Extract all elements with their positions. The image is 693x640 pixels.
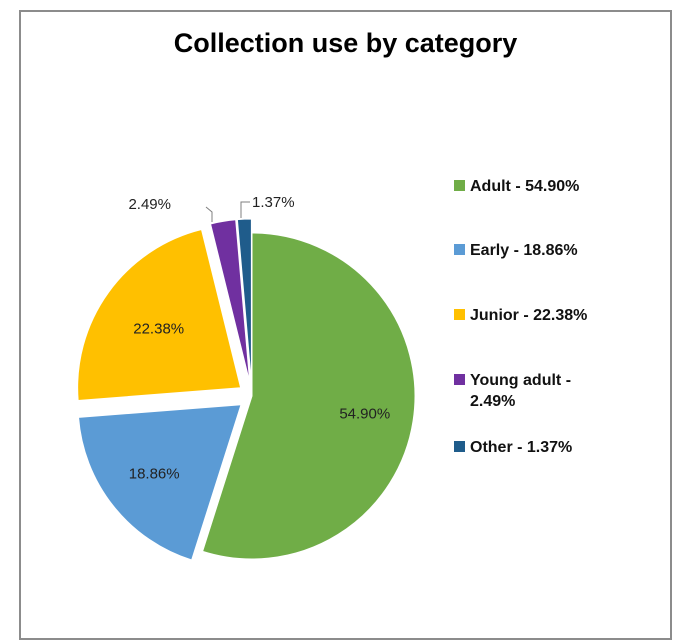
pie-slice-young-adult — [209, 219, 251, 383]
data-label-other: 1.37% — [252, 194, 295, 211]
legend-item-early: Early - 18.86% — [454, 240, 640, 261]
legend-item-young-adult: Young adult - 2.49% — [454, 370, 605, 412]
pie-chart: 54.90% 18.86% 22.38% 2.49% 1.37% — [77, 194, 416, 561]
legend-swatch — [454, 180, 465, 191]
legend-label: Young adult - 2.49% — [470, 372, 572, 410]
legend-swatch — [454, 244, 465, 255]
data-label-junior: 22.38% — [133, 321, 184, 338]
legend-item-other: Other - 1.37% — [454, 437, 640, 458]
chart-title: Collection use by category — [173, 28, 518, 58]
legend-swatch — [454, 309, 465, 320]
legend-label: Early - 18.86% — [470, 242, 578, 259]
legend-swatch — [454, 374, 465, 385]
legend-label: Junior - 22.38% — [470, 307, 588, 324]
pie-slice-early — [77, 404, 242, 561]
data-label-adult: 54.90% — [339, 405, 390, 422]
pie-slice-adult — [201, 232, 416, 560]
legend-item-junior: Junior - 22.38% — [454, 305, 640, 326]
legend-label: Other - 1.37% — [470, 439, 573, 456]
leader-line-other — [240, 201, 250, 218]
legend-item-adult: Adult - 54.90% — [454, 176, 640, 197]
data-label-young-adult: 2.49% — [128, 196, 171, 213]
pie-slice-junior — [77, 228, 242, 402]
leader-line-young-adult — [205, 206, 213, 222]
pie-slice-other — [236, 218, 252, 383]
data-label-early: 18.86% — [129, 466, 180, 483]
legend-label: Adult - 54.90% — [470, 178, 580, 195]
legend-swatch — [454, 441, 465, 452]
